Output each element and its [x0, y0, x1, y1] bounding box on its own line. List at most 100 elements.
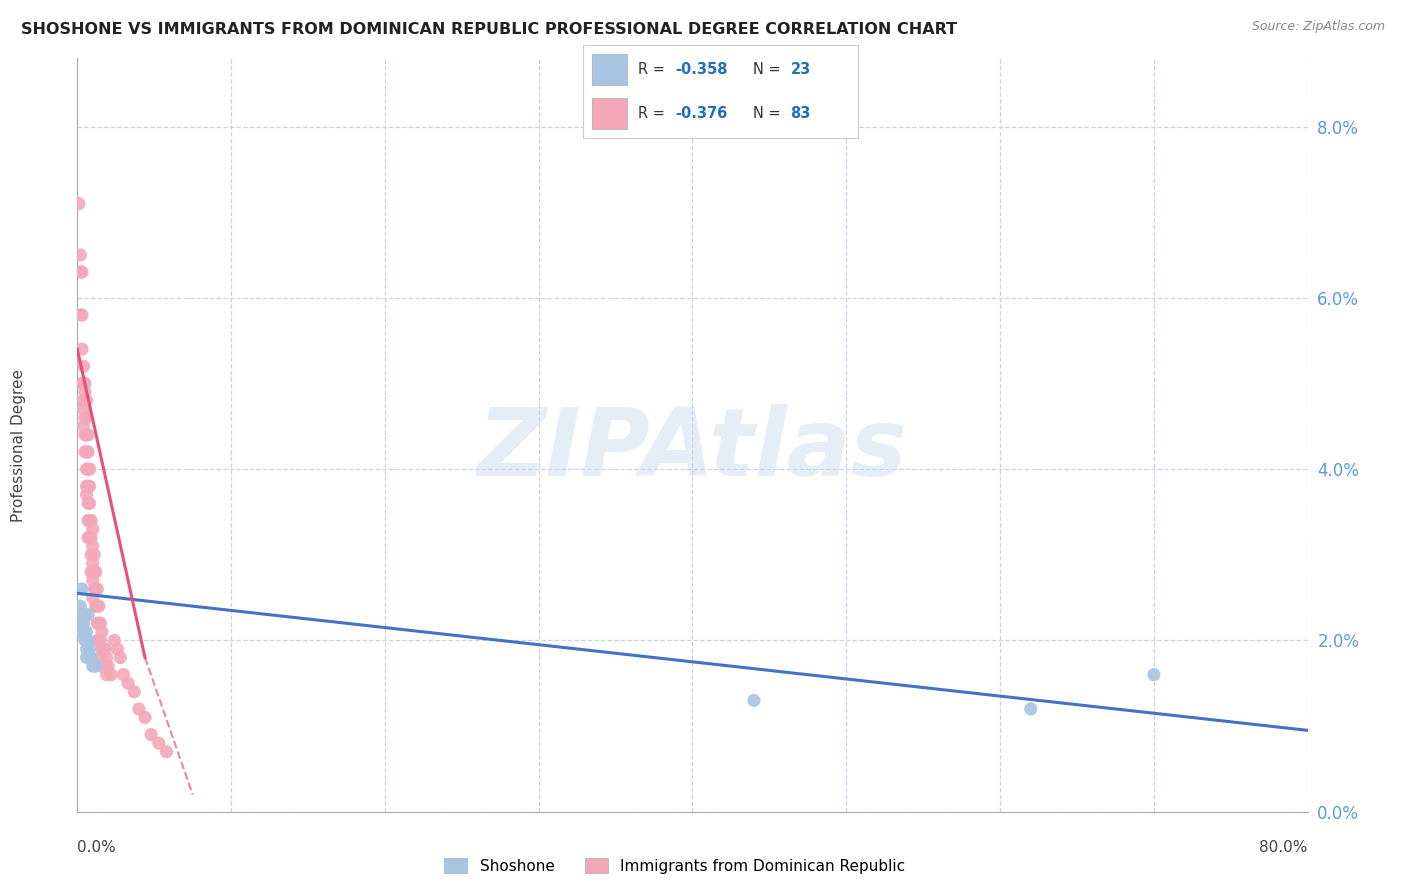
Point	[69, 248, 91, 262]
Text: -0.358: -0.358	[675, 62, 728, 77]
Point	[77, 531, 100, 545]
Point	[1019, 702, 1042, 716]
Point	[70, 265, 93, 279]
Point	[82, 574, 104, 588]
Bar	[592, 54, 627, 85]
Point	[73, 428, 96, 442]
Point	[87, 616, 110, 631]
Point	[84, 565, 107, 579]
Point	[73, 376, 96, 391]
Point	[70, 582, 93, 596]
Point	[76, 642, 98, 657]
Point	[72, 402, 94, 417]
Point	[117, 676, 139, 690]
Point	[73, 445, 96, 459]
Text: Source: ZipAtlas.com: Source: ZipAtlas.com	[1251, 20, 1385, 33]
Point	[742, 693, 765, 707]
Point	[155, 745, 177, 759]
Point	[148, 736, 170, 750]
Point	[72, 624, 94, 639]
Point	[72, 359, 94, 374]
Point	[70, 616, 93, 631]
Point	[76, 488, 98, 502]
Point	[77, 479, 100, 493]
Text: R =: R =	[638, 106, 669, 121]
Point	[76, 462, 98, 476]
Point	[82, 591, 104, 605]
Point	[77, 514, 100, 528]
Legend: Shoshone, Immigrants from Dominican Republic: Shoshone, Immigrants from Dominican Repu…	[439, 852, 911, 880]
Point	[72, 376, 94, 391]
Text: 83: 83	[790, 106, 811, 121]
Point	[86, 633, 108, 648]
Point	[67, 616, 90, 631]
Text: -0.376: -0.376	[675, 106, 727, 121]
Point	[72, 393, 94, 408]
Point	[79, 642, 101, 657]
Point	[79, 496, 101, 510]
Point	[80, 565, 103, 579]
Point	[83, 548, 105, 562]
Point	[80, 650, 103, 665]
Point	[83, 565, 105, 579]
Point	[77, 445, 100, 459]
Point	[73, 410, 96, 425]
Point	[77, 633, 100, 648]
Point	[90, 642, 114, 657]
Point	[73, 384, 96, 399]
Point	[76, 428, 98, 442]
Point	[82, 659, 104, 673]
Point	[77, 462, 100, 476]
Point	[94, 659, 117, 673]
Text: ZIPAtlas: ZIPAtlas	[478, 404, 907, 496]
Point	[134, 710, 156, 724]
Text: 23: 23	[790, 62, 811, 77]
Point	[86, 582, 108, 596]
Point	[105, 642, 128, 657]
Point	[1143, 667, 1166, 681]
Point	[103, 633, 125, 648]
Point	[84, 599, 107, 614]
Point	[77, 496, 100, 510]
Point	[76, 479, 98, 493]
Text: Professional Degree: Professional Degree	[11, 369, 25, 523]
Point	[96, 667, 118, 681]
Point	[67, 196, 90, 211]
Text: R =: R =	[638, 62, 669, 77]
Point	[82, 557, 104, 571]
Point	[86, 599, 108, 614]
Point	[128, 702, 150, 716]
Point	[86, 616, 108, 631]
Point	[94, 642, 117, 657]
Point	[97, 659, 120, 673]
Point	[83, 582, 105, 596]
Point	[89, 633, 111, 648]
Text: 80.0%: 80.0%	[1260, 840, 1308, 855]
Point	[90, 659, 114, 673]
Point	[76, 624, 98, 639]
Point	[70, 308, 93, 322]
Text: 0.0%: 0.0%	[77, 840, 117, 855]
Bar	[592, 98, 627, 129]
Point	[87, 633, 110, 648]
Point	[69, 265, 91, 279]
Point	[79, 479, 101, 493]
Point	[76, 393, 98, 408]
Point	[80, 514, 103, 528]
Text: SHOSHONE VS IMMIGRANTS FROM DOMINICAN REPUBLIC PROFESSIONAL DEGREE CORRELATION C: SHOSHONE VS IMMIGRANTS FROM DOMINICAN RE…	[21, 22, 957, 37]
Point	[69, 599, 91, 614]
Point	[76, 650, 98, 665]
Point	[79, 531, 101, 545]
Point	[112, 667, 135, 681]
Point	[82, 522, 104, 536]
Point	[70, 376, 93, 391]
Point	[77, 607, 100, 622]
Point	[90, 624, 114, 639]
Point	[70, 607, 93, 622]
Point	[82, 539, 104, 553]
Point	[73, 607, 96, 622]
Point	[77, 428, 100, 442]
Point	[72, 616, 94, 631]
Point	[89, 616, 111, 631]
Point	[93, 642, 115, 657]
